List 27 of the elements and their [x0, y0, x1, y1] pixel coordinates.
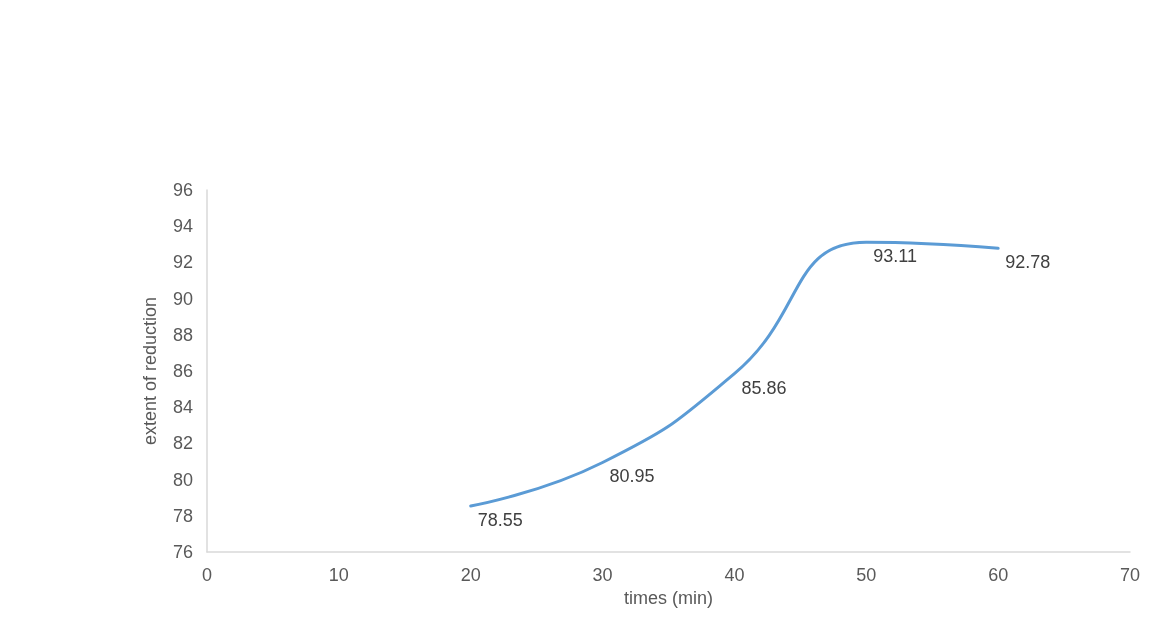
y-tick-label: 92 [172, 252, 193, 273]
data-label: 80.95 [609, 466, 655, 487]
x-tick-label: 50 [856, 565, 877, 586]
x-tick-label: 60 [988, 565, 1009, 586]
y-tick-label: 94 [172, 216, 193, 237]
data-label: 85.86 [741, 377, 787, 398]
y-tick-label: 86 [172, 361, 193, 382]
x-tick-label: 20 [460, 565, 481, 586]
x-tick-label: 40 [724, 565, 745, 586]
x-tick-label: 10 [328, 565, 349, 586]
y-tick-label: 82 [172, 433, 193, 454]
y-axis-title: extent of reduction [140, 297, 160, 446]
y-tick-label: 80 [172, 469, 193, 490]
x-tick-label: 30 [592, 565, 613, 586]
y-tick-label: 78 [172, 505, 193, 526]
data-label: 93.11 [873, 246, 917, 267]
x-tick-label: 0 [201, 565, 213, 586]
line-series [469, 240, 1000, 508]
y-tick-label: 88 [172, 324, 193, 345]
data-label: 92.78 [1005, 252, 1051, 273]
y-tick-label: 84 [172, 397, 193, 418]
y-tick-label: 76 [172, 542, 193, 563]
data-label: 78.55 [477, 509, 523, 530]
y-tick-label: 90 [172, 288, 193, 309]
x-axis-title: times (min) [624, 588, 713, 608]
y-tick-label: 96 [172, 180, 193, 200]
x-tick-label: 70 [1119, 565, 1141, 586]
